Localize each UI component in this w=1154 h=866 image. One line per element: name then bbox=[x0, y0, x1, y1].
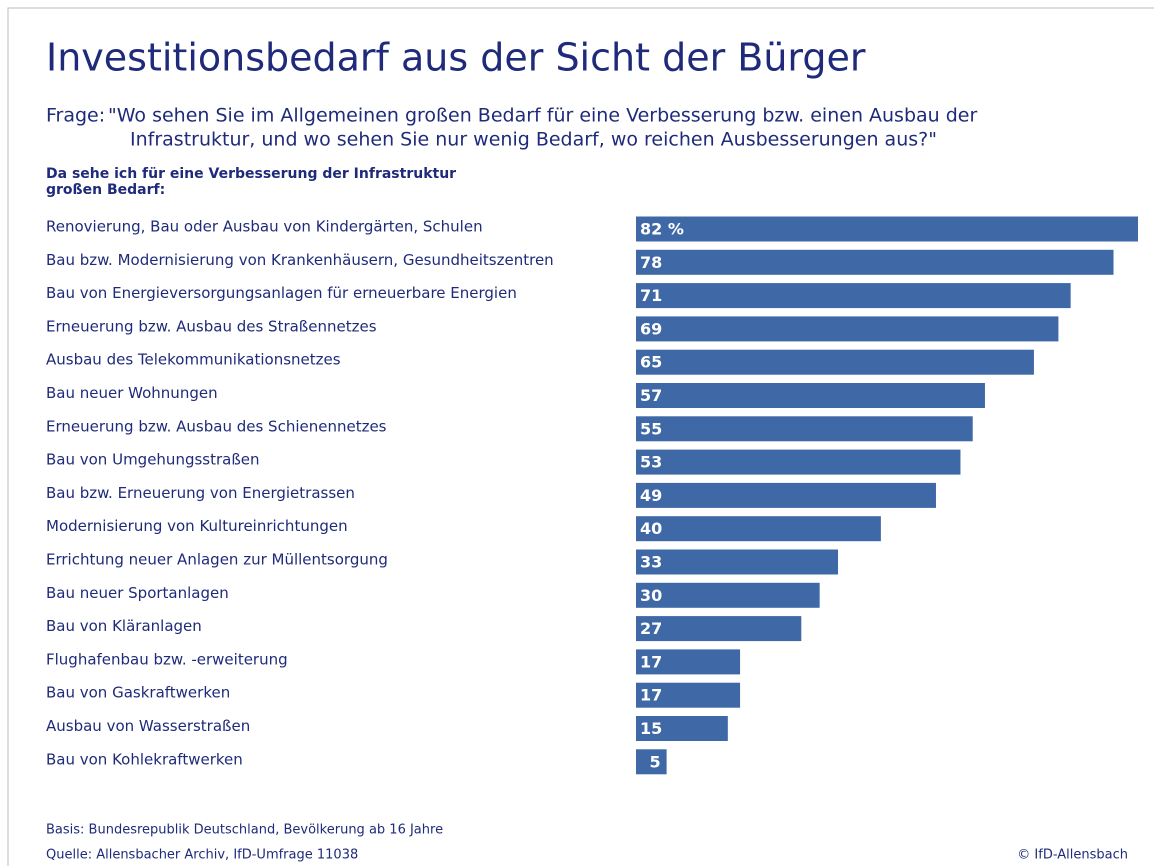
category-label: Bau bzw. Erneuerung von Energietrassen bbox=[46, 484, 355, 502]
bar bbox=[636, 316, 1059, 342]
category-label: Bau bzw. Modernisierung von Krankenhäuse… bbox=[46, 251, 554, 269]
value-label: 30 bbox=[640, 586, 662, 605]
bar bbox=[636, 249, 1114, 275]
frame bbox=[7, 7, 1154, 866]
category-label: Bau von Kohlekraftwerken bbox=[46, 750, 243, 768]
bar bbox=[636, 682, 741, 708]
category-label: Bau von Umgehungsstraßen bbox=[46, 451, 260, 469]
bar bbox=[636, 449, 961, 475]
category-label: Errichtung neuer Anlagen zur Müllentsorg… bbox=[46, 551, 388, 569]
question: Infrastruktur, und wo sehen Sie nur weni… bbox=[130, 129, 937, 151]
bar bbox=[636, 416, 973, 442]
value-label: 33 bbox=[640, 553, 662, 572]
bar bbox=[636, 383, 985, 408]
question: "Wo sehen Sie im Allgemeinen großen Beda… bbox=[108, 105, 977, 127]
category-label: Bau von Energieversorgungsanlagen für er… bbox=[46, 284, 517, 302]
bar bbox=[636, 549, 839, 575]
category-label: Erneuerung bzw. Ausbau des Straßennetzes bbox=[46, 317, 377, 335]
bar bbox=[636, 516, 881, 542]
value-label: 57 bbox=[640, 386, 662, 405]
footnote: Basis: Bundesrepublik Deutschland, Bevöl… bbox=[46, 823, 443, 838]
copyright: © IfD-Allensbach bbox=[1017, 848, 1128, 863]
category-label: Bau von Gaskraftwerken bbox=[46, 684, 230, 702]
value-label: 65 bbox=[640, 353, 662, 372]
value-label: 55 bbox=[640, 419, 662, 438]
value-label: 53 bbox=[640, 453, 662, 472]
category-label: Bau neuer Sportanlagen bbox=[46, 584, 229, 602]
category-label: Flughafenbau bzw. -erweiterung bbox=[46, 650, 288, 668]
bar bbox=[636, 616, 802, 642]
bar bbox=[636, 582, 820, 608]
value-label: 82 % bbox=[640, 220, 684, 239]
value-label: 69 bbox=[640, 319, 662, 338]
subtitle: großen Bedarf: bbox=[46, 182, 165, 198]
value-label: 17 bbox=[640, 652, 662, 671]
bar bbox=[636, 749, 667, 775]
footnote: Quelle: Allensbacher Archiv, IfD-Umfrage… bbox=[46, 848, 358, 863]
value-label: 71 bbox=[640, 286, 662, 305]
value-label: 5 bbox=[649, 752, 660, 771]
bar bbox=[636, 649, 741, 675]
value-label: 40 bbox=[640, 519, 662, 538]
value-label: 15 bbox=[640, 719, 662, 738]
category-label: Ausbau des Telekommunikationsnetzes bbox=[46, 351, 341, 369]
question-label: Frage: bbox=[46, 105, 105, 127]
category-label: Modernisierung von Kultureinrichtungen bbox=[46, 517, 348, 535]
category-label: Bau neuer Wohnungen bbox=[46, 384, 218, 402]
value-label: 17 bbox=[640, 686, 662, 705]
bar bbox=[636, 349, 1034, 375]
category-label: Erneuerung bzw. Ausbau des Schienennetze… bbox=[46, 417, 387, 435]
subtitle: Da sehe ich für eine Verbesserung der In… bbox=[46, 166, 456, 182]
chart-title: Investitionsbedarf aus der Sicht der Bür… bbox=[46, 36, 866, 80]
value-label: 78 bbox=[640, 253, 662, 272]
bar bbox=[636, 482, 936, 508]
bar bbox=[636, 716, 728, 741]
category-label: Renovierung, Bau oder Ausbau von Kinderg… bbox=[46, 218, 483, 236]
category-label: Ausbau von Wasserstraßen bbox=[46, 717, 250, 735]
category-label: Bau von Kläranlagen bbox=[46, 617, 202, 635]
bar bbox=[636, 216, 1138, 242]
value-label: 49 bbox=[640, 486, 662, 505]
value-label: 27 bbox=[640, 619, 662, 638]
bar bbox=[636, 283, 1071, 309]
